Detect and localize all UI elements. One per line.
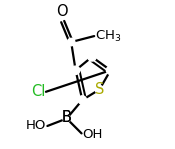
Text: B: B [62, 110, 72, 125]
Text: O: O [56, 4, 68, 19]
Text: HO: HO [26, 119, 46, 132]
Text: Cl: Cl [31, 84, 45, 98]
Circle shape [63, 115, 70, 122]
Circle shape [88, 53, 96, 61]
Text: S: S [95, 82, 105, 97]
Circle shape [95, 85, 104, 94]
Text: OH: OH [82, 128, 103, 141]
Circle shape [71, 66, 80, 74]
Circle shape [78, 96, 86, 104]
Text: B: B [62, 110, 72, 125]
Circle shape [106, 66, 115, 74]
Text: CH$_3$: CH$_3$ [95, 29, 122, 44]
Circle shape [67, 38, 75, 46]
